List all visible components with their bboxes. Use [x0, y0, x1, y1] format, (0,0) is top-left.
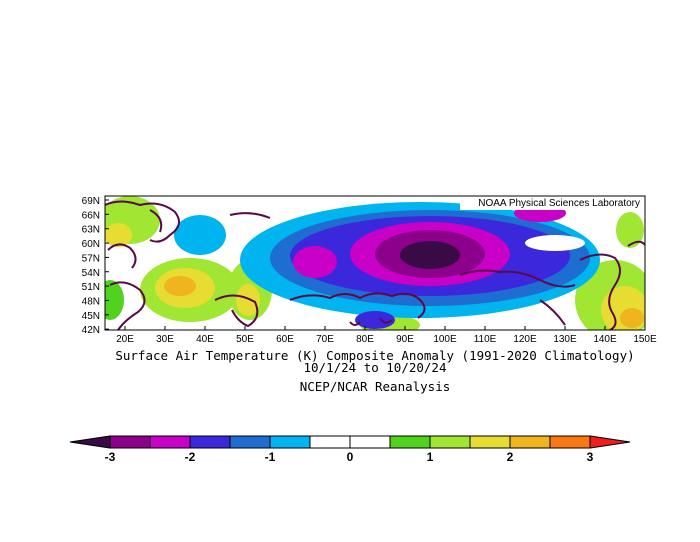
lon-tick-label: 150E [633, 334, 657, 345]
lon-tick-label: 140E [593, 334, 617, 345]
colorbar-swatch [349, 435, 391, 449]
lon-tick-label: 20E [116, 334, 134, 345]
colorbar-swatch [469, 435, 511, 449]
colorbar-label: -1 [265, 450, 276, 464]
lat-tick-label: 48N [82, 296, 100, 307]
colorbar-label: -2 [185, 450, 196, 464]
colorbar-swatch [229, 435, 271, 449]
lat-tick-label: 57N [82, 253, 100, 264]
colorbar-swatch [509, 435, 551, 449]
lat-tick-label: 54N [82, 268, 100, 279]
warm-anomaly-northwest-core [105, 223, 132, 247]
lon-tick-label: 30E [156, 334, 174, 345]
colorbar-label: 3 [587, 450, 594, 464]
cold-ring-3b [293, 246, 337, 278]
colorbar-min-arrow [69, 435, 111, 449]
white-gap [525, 235, 585, 251]
lon-tick-label: 90E [396, 334, 414, 345]
colorbar-swatch [429, 435, 471, 449]
lat-tick-label: 69N [82, 196, 100, 207]
lat-tick-label: 45N [82, 311, 100, 322]
colorbar-max-arrow [589, 435, 631, 449]
lon-tick-label: 100E [433, 334, 457, 345]
map-frame [104, 195, 646, 331]
lat-tick-label: 63N [82, 225, 100, 236]
title-line-1: Surface Air Temperature (K) Composite An… [115, 348, 634, 363]
lat-tick-label: 66N [82, 210, 100, 221]
colorbar [69, 435, 631, 449]
warm-anomaly-east-peak [620, 308, 644, 328]
lat-tick-labels: 69N 66N 63N 60N 57N 54N 51N 48N 45N 42N [82, 196, 109, 336]
warm-anomaly-mid-core [236, 284, 260, 316]
anomaly-field [105, 196, 645, 330]
title-line-2: 10/1/24 to 10/20/24 [304, 360, 447, 375]
warm-anomaly-southwest [105, 280, 124, 320]
colorbar-swatch [549, 435, 591, 449]
colorbar-label: 1 [427, 450, 434, 464]
lat-tick-label: 60N [82, 239, 100, 250]
lon-tick-label: 50E [236, 334, 254, 345]
colorbar-label: 2 [507, 450, 514, 464]
coastlines [105, 200, 645, 330]
colorbar-labels: -3 -2 -1 0 1 2 3 [105, 450, 594, 464]
colorbar-swatch [189, 435, 231, 449]
lon-tick-label: 110E [474, 334, 497, 345]
colorbar-label: -3 [105, 450, 116, 464]
warm-anomaly-northeast [616, 212, 644, 248]
colorbar-swatch [389, 435, 431, 449]
lon-tick-label: 120E [513, 334, 537, 345]
lon-tick-label: 80E [356, 334, 374, 345]
lon-tick-label: 130E [553, 334, 577, 345]
cold-core [400, 241, 460, 269]
cold-patch-south [355, 311, 395, 329]
lon-tick-label: 70E [316, 334, 334, 345]
cold-outer-2 [174, 215, 226, 255]
colorbar-swatch [149, 435, 191, 449]
credit-label: NOAA Physical Sciences Laboratory [478, 198, 640, 209]
lat-tick-label: 42N [82, 325, 100, 336]
lon-tick-label: 40E [196, 334, 214, 345]
lon-tick-label: 60E [276, 334, 294, 345]
title-line-3: NCEP/NCAR Reanalysis [300, 379, 451, 394]
colorbar-label: 0 [347, 450, 354, 464]
colorbar-swatch [309, 435, 351, 449]
colorbar-swatch [109, 435, 151, 449]
lat-tick-label: 51N [82, 282, 100, 293]
warm-anomaly-west-peak [164, 276, 196, 296]
lon-tick-labels: 20E 30E 40E 50E 60E 70E 80E 90E 100E 110E 120E 130E… [116, 326, 657, 345]
colorbar-swatch [269, 435, 311, 449]
